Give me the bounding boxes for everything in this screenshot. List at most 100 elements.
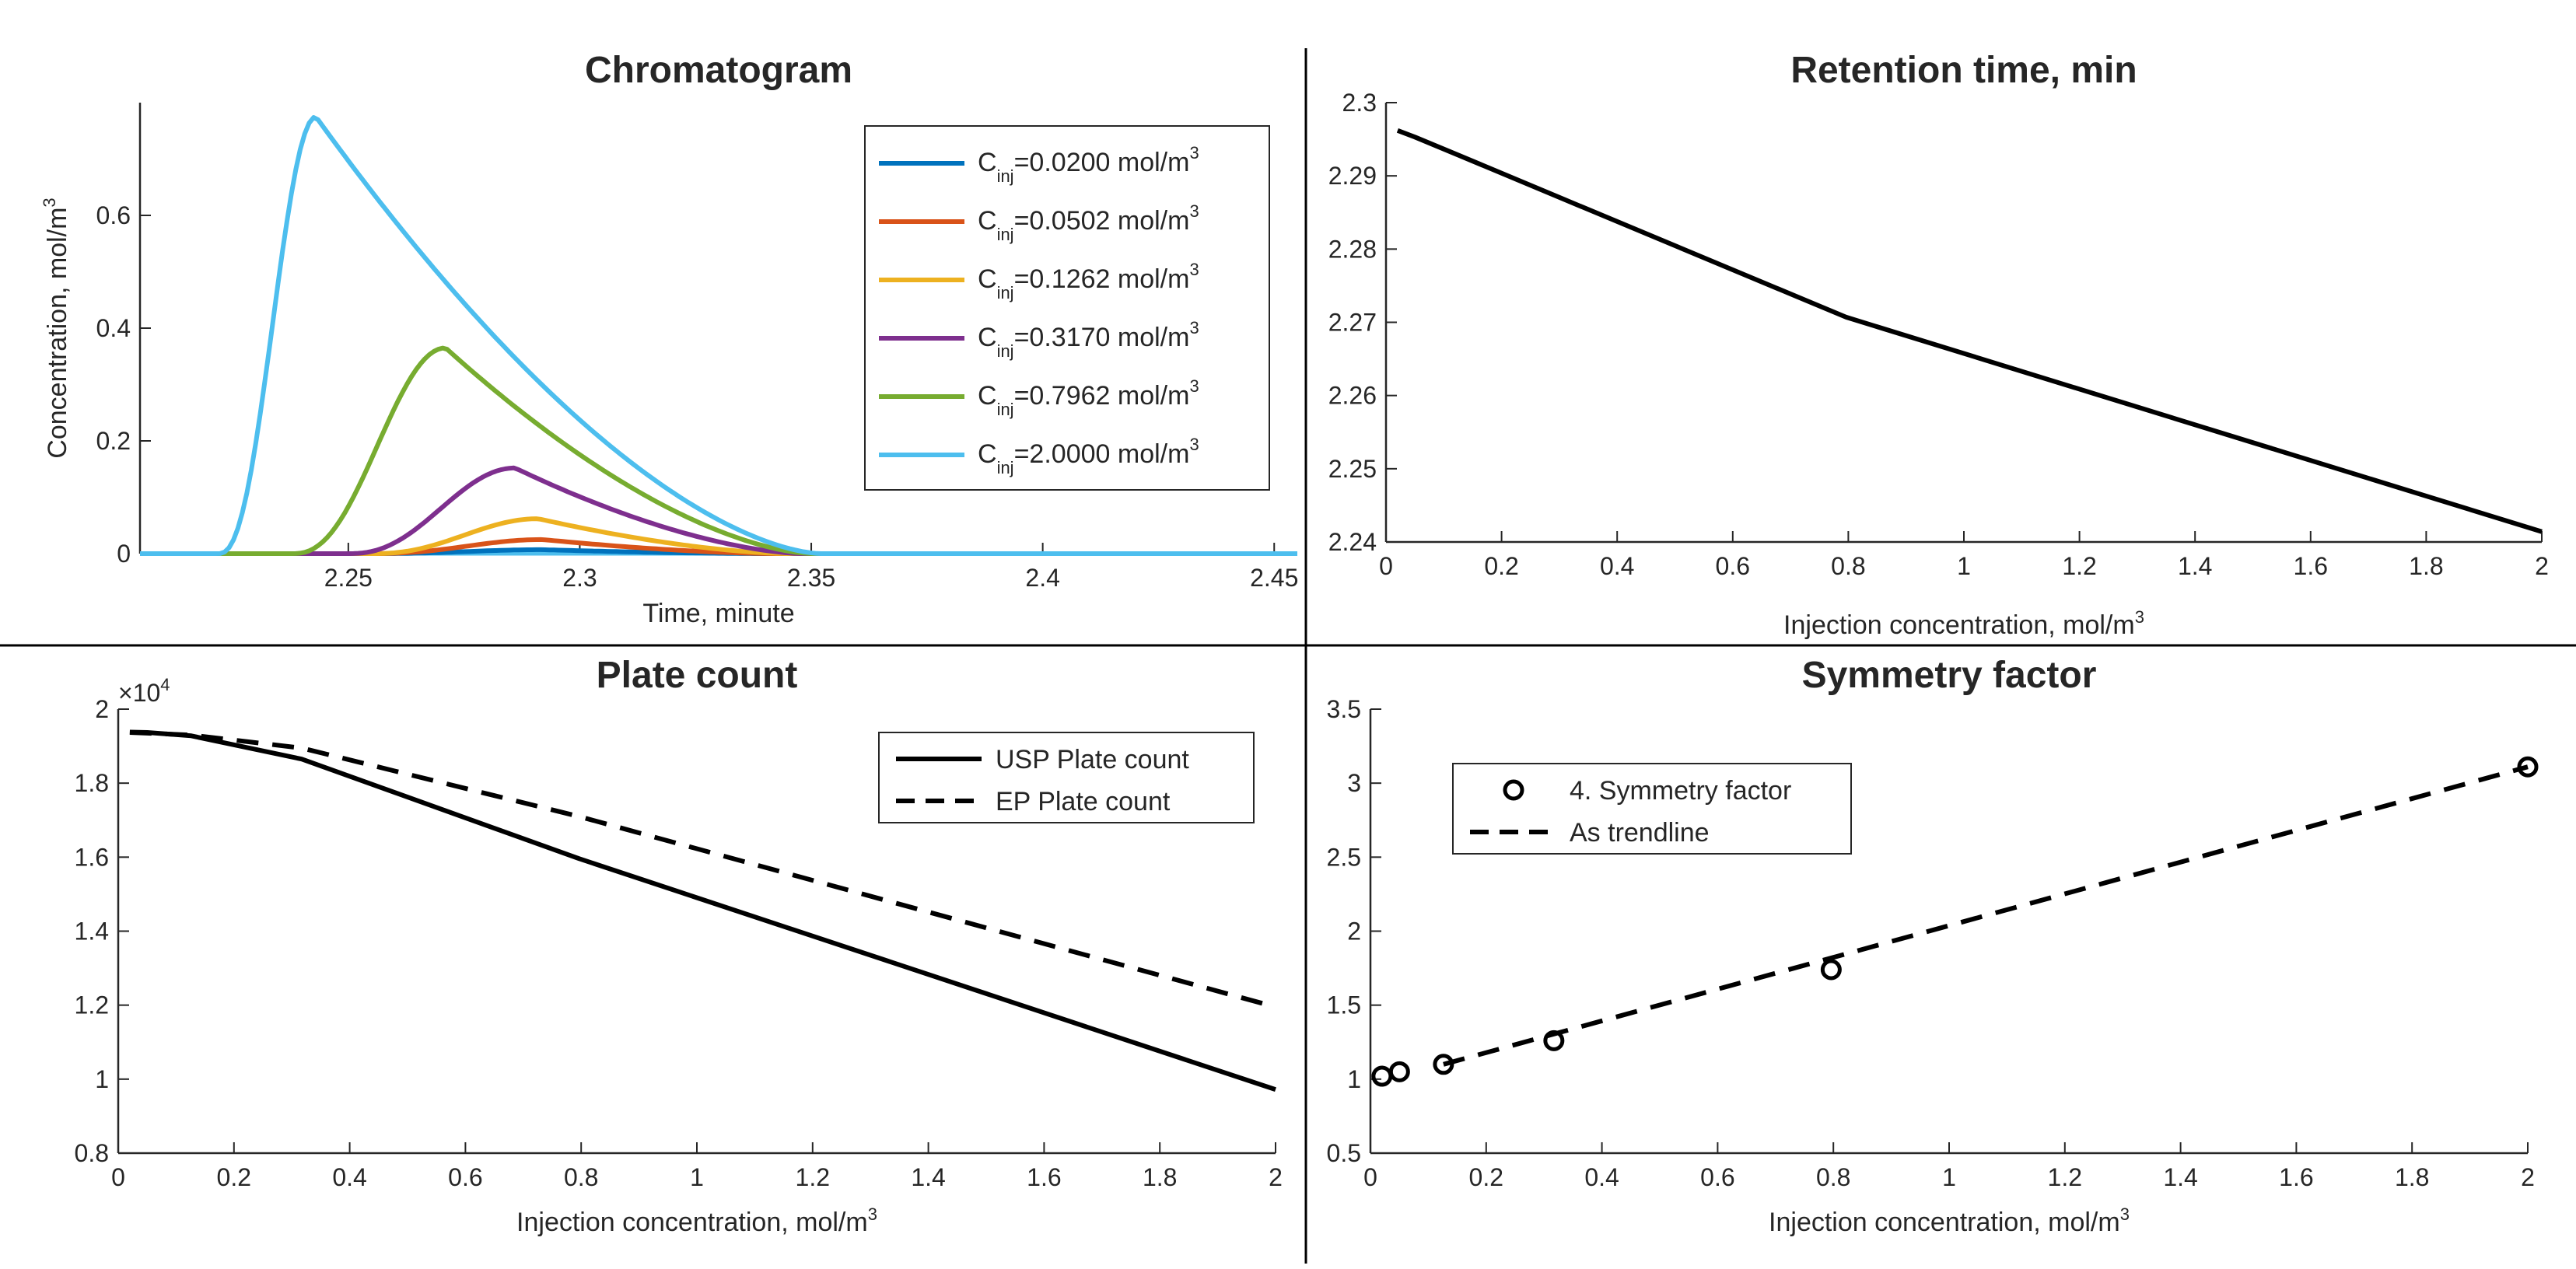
y-axis-label-text: Concentration, mol/m	[43, 208, 72, 459]
legend-entry: Cinj=0.7962 mol/m3	[978, 376, 1199, 419]
y-exponent-label: ×104	[118, 675, 170, 707]
x-tick-label: 0.2	[217, 1163, 251, 1191]
legend-entry-superscript: 3	[1189, 376, 1199, 396]
legend-entry-superscript: 3	[1189, 435, 1199, 454]
y-tick-label: 1.8	[75, 769, 109, 797]
x-axis-label-sup: 3	[2135, 607, 2144, 627]
legend-entry-superscript: 3	[1189, 260, 1199, 279]
legend-entry: As trendline	[1570, 818, 1710, 848]
x-tick-label: 1.6	[2279, 1163, 2313, 1191]
symmetry-factor-panel: Symmetry factor 0 0.2 0.4 0.6 0.8 1 1.2 1.4 1.6 1.…	[1327, 655, 2539, 1237]
y-exponent-base: ×10	[118, 679, 160, 707]
legend-entry-text: =2.0000 mol/m	[1014, 439, 1190, 469]
legend-entry-superscript: 3	[1189, 318, 1199, 337]
chart-title: Symmetry factor	[1802, 655, 2097, 696]
legend-entry-symbol: C	[978, 381, 997, 411]
y-tick-label: 1.6	[75, 843, 109, 871]
y-tick-label: 2	[95, 695, 109, 723]
y-axis-label: Concentration, mol/m3	[40, 198, 72, 458]
x-axis-label-sup: 3	[2120, 1204, 2130, 1224]
legend-entry: Cinj=2.0000 mol/m3	[978, 435, 1199, 477]
x-tick-label: 1.8	[2395, 1163, 2429, 1191]
x-tick-label: 2.25	[324, 564, 373, 592]
y-tick-label: 1	[1347, 1065, 1361, 1093]
y-tick-label: 2.5	[1327, 843, 1361, 871]
x-tick-label: 2	[1269, 1163, 1283, 1191]
x-axis-label: Injection concentration, mol/m3	[516, 1204, 877, 1237]
legend-entry: Cinj=0.0502 mol/m3	[978, 201, 1199, 244]
legend-entry-symbol: C	[978, 323, 997, 352]
x-axis-label-text: Injection concentration, mol/m	[1783, 610, 2135, 640]
x-tick-label: 1	[1942, 1163, 1956, 1191]
y-tick-label: 0.8	[75, 1139, 109, 1167]
symmetry-factor-point	[1388, 1061, 1410, 1082]
chart-title: Retention time, min	[1790, 50, 2137, 91]
x-tick-label: 0.2	[1484, 552, 1518, 580]
chart-title: Plate count	[597, 655, 798, 696]
y-tick-label: 0	[117, 540, 131, 568]
trendline	[1443, 764, 2529, 1067]
legend-entry: Cinj=0.1262 mol/m3	[978, 260, 1199, 302]
x-tick-label: 1.4	[2178, 552, 2212, 580]
y-tick-label: 0.6	[96, 201, 131, 229]
legend-marker	[1503, 779, 1524, 801]
x-tick-label: 0.4	[1600, 552, 1634, 580]
x-tick-label: 0.8	[1831, 552, 1865, 580]
symmetry-factor-point	[1371, 1065, 1393, 1087]
x-tick-label: 1	[1957, 552, 1971, 580]
y-tick-label: 2.29	[1328, 162, 1377, 190]
legend-entry: EP Plate count	[996, 787, 1171, 816]
x-tick-label: 1.8	[1143, 1163, 1177, 1191]
legend-box	[1452, 763, 1852, 855]
legend-box	[864, 125, 1270, 491]
legend-entry: 4. Symmetry factor	[1570, 776, 1791, 806]
plate-count-line	[129, 730, 1276, 1009]
chromatogram-series-line	[140, 115, 1297, 556]
y-tick-label: 2.26	[1328, 382, 1377, 410]
x-tick-label: 1.2	[796, 1163, 830, 1191]
x-tick-label: 0.8	[564, 1163, 598, 1191]
x-axis-label-text: Time, minute	[642, 599, 794, 628]
legend-entry-text: =0.0502 mol/m	[1014, 206, 1190, 236]
legend-entry-symbol: C	[978, 264, 997, 294]
y-tick-label: 2.3	[1342, 89, 1377, 117]
x-axis-label: Injection concentration, mol/m3	[1783, 607, 2144, 640]
x-axis-label-text: Injection concentration, mol/m	[1769, 1208, 2120, 1237]
x-tick-label: 1.6	[2294, 552, 2328, 580]
y-exponent-power: 4	[160, 675, 170, 694]
x-tick-label: 1.8	[2409, 552, 2443, 580]
y-tick-label: 2.24	[1328, 528, 1377, 556]
x-tick-label: 1.6	[1027, 1163, 1061, 1191]
x-tick-label: 1.4	[2163, 1163, 2197, 1191]
x-axis-label: Time, minute	[642, 599, 794, 628]
x-tick-label: 0.8	[1816, 1163, 1850, 1191]
y-tick-label: 3	[1347, 769, 1361, 797]
x-axis-label-sup: 3	[868, 1204, 877, 1224]
y-tick-label: 2.28	[1328, 235, 1377, 263]
symmetry-factor-point	[1820, 959, 1842, 981]
legend-entry-superscript: 3	[1189, 143, 1199, 163]
x-tick-label: 0	[1379, 552, 1393, 580]
legend-entry-subscript: inj	[997, 225, 1014, 244]
chromatogram-panel: Chromatogram 2.25 2.3 2.35 2.4 2.45 0 0.2 0.4 0.6…	[40, 50, 1298, 628]
y-tick-label: 0.5	[1327, 1139, 1361, 1167]
x-tick-label: 1.4	[911, 1163, 945, 1191]
chart-title: Chromatogram	[585, 50, 852, 91]
legend-entry-symbol: C	[978, 206, 997, 236]
y-tick-label: 3.5	[1327, 695, 1361, 723]
x-tick-label: 2.4	[1025, 564, 1059, 592]
legend-entry-symbol: C	[978, 148, 997, 177]
plate-count-panel: Plate count 0 0.2 0.4 0.6 0.8 1 1.2 1.4 1.6 1.8 2 0.…	[75, 655, 1283, 1237]
x-tick-label: 1	[690, 1163, 704, 1191]
legend-box	[878, 732, 1255, 823]
x-tick-label: 0	[1363, 1163, 1377, 1191]
x-tick-label: 0.4	[332, 1163, 366, 1191]
legend-entry-text: =0.7962 mol/m	[1014, 381, 1190, 411]
x-tick-label: 2	[2535, 552, 2549, 580]
x-tick-label: 0.4	[1584, 1163, 1619, 1191]
legend-entry-subscript: inj	[997, 166, 1014, 186]
legend-entry-subscript: inj	[997, 458, 1014, 477]
legend-entry-symbol: C	[978, 439, 997, 469]
legend-entry: USP Plate count	[996, 745, 1189, 774]
